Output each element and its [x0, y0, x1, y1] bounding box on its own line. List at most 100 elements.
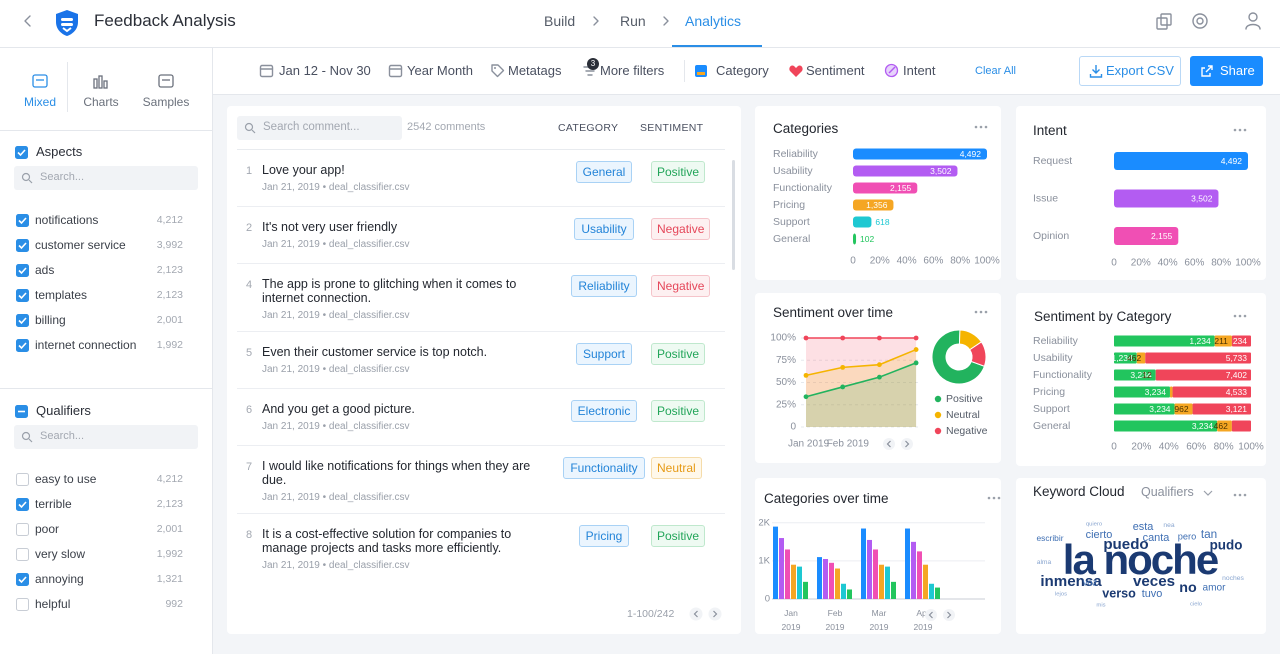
- filter-label[interactable]: internet connection: [35, 338, 137, 352]
- comment-row[interactable]: 8 It is a cost-effective solution for com…: [237, 514, 725, 581]
- filter-label[interactable]: ads: [35, 263, 55, 277]
- section-title[interactable]: Aspects: [36, 144, 83, 159]
- search-box[interactable]: [14, 425, 198, 449]
- filter-label[interactable]: customer service: [35, 238, 126, 252]
- more-menu[interactable]: [1233, 313, 1249, 319]
- category-pill[interactable]: Reliability: [571, 275, 637, 297]
- checkbox[interactable]: [16, 339, 29, 352]
- checkbox[interactable]: [16, 498, 29, 511]
- sentiment-pill[interactable]: Negative: [651, 218, 711, 240]
- sidebar-tab[interactable]: Mixed: [23, 95, 56, 109]
- more-menu[interactable]: [1233, 127, 1249, 133]
- sentiment-pill[interactable]: Positive: [651, 525, 706, 547]
- filter-label[interactable]: poor: [35, 522, 60, 536]
- category-label: Reliability: [773, 148, 819, 160]
- more-menu[interactable]: [974, 309, 990, 315]
- sentiment-pill[interactable]: Positive: [651, 161, 706, 183]
- nav-tab-active[interactable]: Analytics: [685, 13, 742, 29]
- sidebar: Mixed Charts Samples Aspects Search... notifi…: [0, 48, 213, 654]
- back-button[interactable]: [22, 14, 34, 28]
- cloud-filter[interactable]: Qualifiers: [1141, 485, 1194, 499]
- category-pill[interactable]: Support: [575, 343, 633, 365]
- sidebar-tab[interactable]: Samples: [142, 95, 190, 109]
- comment-row[interactable]: 7 I would like notifications for things w…: [237, 446, 725, 514]
- checkbox[interactable]: [16, 598, 29, 611]
- checkmark: [18, 217, 27, 225]
- comment-row[interactable]: 2 It's not very user friendly Jan 21, 2019…: [237, 207, 725, 264]
- filter-label[interactable]: very slow: [35, 547, 86, 561]
- comment-row[interactable]: 5 Even their customer service is top notc…: [237, 332, 725, 389]
- checkbox[interactable]: [16, 264, 29, 277]
- filter-label[interactable]: templates: [35, 288, 88, 302]
- sentiment-pill[interactable]: Negative: [651, 275, 711, 297]
- cloud-word: voz: [1083, 577, 1098, 587]
- x-tick-label: Jan 2019: [788, 439, 830, 450]
- intent-toggle[interactable]: Intent: [903, 63, 936, 78]
- sentiment-toggle[interactable]: Sentiment: [806, 63, 865, 78]
- comment-row[interactable]: 6 And you get a good picture. Jan 21, 2019…: [237, 389, 725, 446]
- checkbox[interactable]: [16, 523, 29, 536]
- category-cell: Electronic: [559, 400, 649, 422]
- copy-icon[interactable]: [1154, 12, 1174, 32]
- chart-pager[interactable]: [925, 608, 955, 622]
- settings-icon[interactable]: [1190, 11, 1210, 31]
- comment-meta: Jan 21, 2019 • deal_classifier.csv: [262, 310, 410, 321]
- filter-label[interactable]: helpful: [35, 597, 71, 611]
- metatags-filter[interactable]: Metatags: [508, 63, 562, 78]
- checkbox[interactable]: [16, 314, 29, 327]
- category-pill[interactable]: Electronic: [570, 400, 638, 422]
- clear-all[interactable]: Clear All: [975, 65, 1016, 77]
- category-toggle[interactable]: Category: [716, 63, 769, 78]
- more-menu[interactable]: [1233, 492, 1249, 498]
- comment-text: Even their customer service is top notch…: [262, 345, 488, 359]
- comment-row[interactable]: 1 Love your app! Jan 21, 2019 • deal_class…: [237, 150, 725, 207]
- checkbox[interactable]: [16, 289, 29, 302]
- checkbox[interactable]: [16, 214, 29, 227]
- pager-chevron: [928, 611, 933, 619]
- checkbox[interactable]: [16, 239, 29, 252]
- category-pill[interactable]: Pricing: [578, 525, 630, 547]
- checkmark: [17, 149, 26, 157]
- sentiment-pill[interactable]: Neutral: [651, 457, 702, 479]
- share-button[interactable]: Share: [1190, 56, 1263, 86]
- sidebar-tab[interactable]: Charts: [83, 95, 119, 109]
- nav-tab[interactable]: Build: [544, 13, 576, 29]
- more-menu[interactable]: [987, 495, 1003, 501]
- category-pill[interactable]: Usability: [574, 218, 634, 240]
- section-title[interactable]: Qualifiers: [36, 403, 91, 418]
- profile-icon[interactable]: [1243, 11, 1263, 31]
- export-button[interactable]: Export CSV: [1079, 56, 1181, 86]
- sentiment-pill[interactable]: Positive: [651, 343, 706, 365]
- search-box[interactable]: [14, 166, 198, 190]
- comment-row[interactable]: 4 The app is prone to glitching when it c…: [237, 264, 725, 332]
- bar: [905, 528, 910, 599]
- filter-label[interactable]: terrible: [35, 497, 72, 511]
- filter-label[interactable]: annoying: [35, 572, 84, 586]
- filter-label[interactable]: billing: [35, 313, 66, 327]
- nav-tab[interactable]: Run: [620, 13, 646, 29]
- filter-label[interactable]: easy to use: [35, 472, 97, 486]
- bar-segment: [1136, 352, 1146, 364]
- separator: [684, 60, 685, 82]
- category-pill[interactable]: Functionality: [563, 457, 645, 479]
- checkbox[interactable]: [16, 473, 29, 486]
- date-filter[interactable]: Jan 12 - Nov 30: [279, 63, 371, 78]
- checkbox[interactable]: [15, 405, 28, 418]
- filter-label[interactable]: notifications: [35, 213, 99, 227]
- cloud-word: canta: [1143, 532, 1171, 544]
- cloud-word: cierto: [1086, 529, 1113, 541]
- chart-pager[interactable]: [883, 437, 913, 451]
- checkbox[interactable]: [16, 573, 29, 586]
- cloud-word: lejos: [1055, 592, 1067, 598]
- sentiment-pill[interactable]: Positive: [651, 400, 706, 422]
- more-menu[interactable]: [974, 124, 990, 130]
- cloud-word: cielo: [1190, 602, 1203, 608]
- category-pill[interactable]: General: [575, 161, 633, 183]
- bar: [867, 539, 872, 599]
- checkbox[interactable]: [16, 548, 29, 561]
- checkbox[interactable]: [15, 146, 28, 159]
- period-filter[interactable]: Year Month: [407, 63, 474, 78]
- comment-search[interactable]: [237, 116, 402, 140]
- more-filters[interactable]: More filters: [600, 63, 665, 78]
- bar: [829, 562, 834, 599]
